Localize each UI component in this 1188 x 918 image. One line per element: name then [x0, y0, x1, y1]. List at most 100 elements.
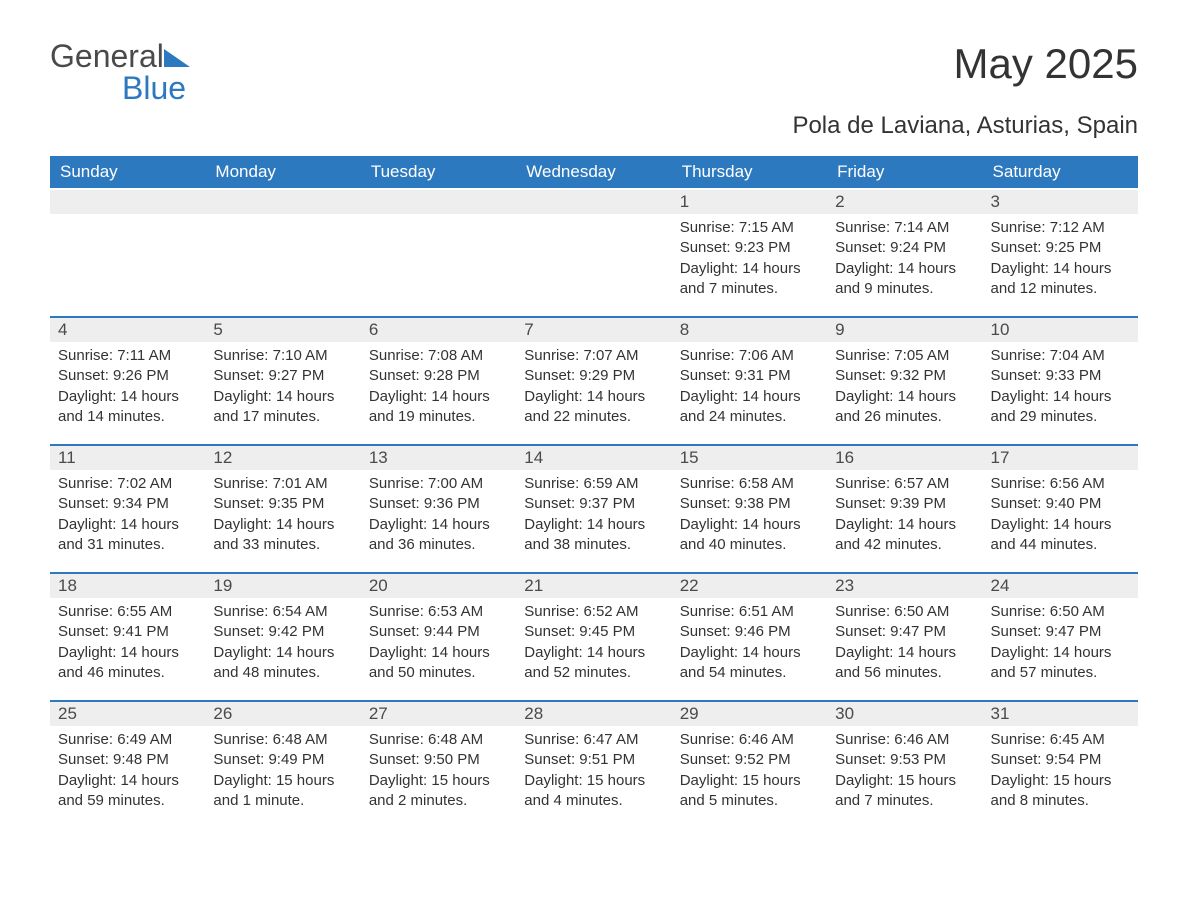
sunset-line: Sunset: 9:33 PM — [991, 366, 1130, 386]
daylight-line: Daylight: 14 hours and 9 minutes. — [835, 259, 974, 300]
day-number: 14 — [516, 444, 671, 470]
calendar-table: SundayMondayTuesdayWednesdayThursdayFrid… — [50, 156, 1138, 828]
sunrise-line: Sunrise: 7:04 AM — [991, 346, 1130, 366]
day-details: Sunrise: 7:01 AMSunset: 9:35 PMDaylight:… — [205, 470, 360, 559]
calendar-day-cell: 23Sunrise: 6:50 AMSunset: 9:47 PMDayligh… — [827, 572, 982, 700]
sunset-line: Sunset: 9:47 PM — [835, 622, 974, 642]
day-number: 15 — [672, 444, 827, 470]
calendar-week-row: 1Sunrise: 7:15 AMSunset: 9:23 PMDaylight… — [50, 188, 1138, 316]
page-title: May 2025 — [954, 40, 1138, 88]
day-details: Sunrise: 6:59 AMSunset: 9:37 PMDaylight:… — [516, 470, 671, 559]
calendar-day-cell: 19Sunrise: 6:54 AMSunset: 9:42 PMDayligh… — [205, 572, 360, 700]
calendar-day-cell: 16Sunrise: 6:57 AMSunset: 9:39 PMDayligh… — [827, 444, 982, 572]
day-details: Sunrise: 6:55 AMSunset: 9:41 PMDaylight:… — [50, 598, 205, 687]
day-number: 1 — [672, 188, 827, 214]
sunset-line: Sunset: 9:38 PM — [680, 494, 819, 514]
day-details: Sunrise: 7:06 AMSunset: 9:31 PMDaylight:… — [672, 342, 827, 431]
sunset-line: Sunset: 9:46 PM — [680, 622, 819, 642]
sunset-line: Sunset: 9:26 PM — [58, 366, 197, 386]
calendar-body: 1Sunrise: 7:15 AMSunset: 9:23 PMDaylight… — [50, 188, 1138, 828]
weekday-header: Tuesday — [361, 156, 516, 188]
daylight-line: Daylight: 14 hours and 50 minutes. — [369, 643, 508, 684]
calendar-week-row: 18Sunrise: 6:55 AMSunset: 9:41 PMDayligh… — [50, 572, 1138, 700]
day-details: Sunrise: 7:10 AMSunset: 9:27 PMDaylight:… — [205, 342, 360, 431]
sunset-line: Sunset: 9:36 PM — [369, 494, 508, 514]
day-number: 25 — [50, 700, 205, 726]
calendar-day-cell: 11Sunrise: 7:02 AMSunset: 9:34 PMDayligh… — [50, 444, 205, 572]
sunrise-line: Sunrise: 7:01 AM — [213, 474, 352, 494]
day-details: Sunrise: 6:49 AMSunset: 9:48 PMDaylight:… — [50, 726, 205, 815]
daylight-line: Daylight: 14 hours and 14 minutes. — [58, 387, 197, 428]
location-subtitle: Pola de Laviana, Asturias, Spain — [50, 112, 1138, 140]
calendar-day-cell: 27Sunrise: 6:48 AMSunset: 9:50 PMDayligh… — [361, 700, 516, 828]
sunrise-line: Sunrise: 6:56 AM — [991, 474, 1130, 494]
sunset-line: Sunset: 9:44 PM — [369, 622, 508, 642]
day-number-bar — [516, 188, 671, 214]
calendar-day-cell: 25Sunrise: 6:49 AMSunset: 9:48 PMDayligh… — [50, 700, 205, 828]
daylight-line: Daylight: 15 hours and 5 minutes. — [680, 771, 819, 812]
calendar-day-cell: 29Sunrise: 6:46 AMSunset: 9:52 PMDayligh… — [672, 700, 827, 828]
day-number: 17 — [983, 444, 1138, 470]
sunset-line: Sunset: 9:27 PM — [213, 366, 352, 386]
day-number: 3 — [983, 188, 1138, 214]
day-number: 20 — [361, 572, 516, 598]
daylight-line: Daylight: 14 hours and 52 minutes. — [524, 643, 663, 684]
daylight-line: Daylight: 14 hours and 33 minutes. — [213, 515, 352, 556]
daylight-line: Daylight: 14 hours and 54 minutes. — [680, 643, 819, 684]
day-number: 10 — [983, 316, 1138, 342]
day-number-bar — [50, 188, 205, 214]
daylight-line: Daylight: 15 hours and 1 minute. — [213, 771, 352, 812]
day-details: Sunrise: 6:56 AMSunset: 9:40 PMDaylight:… — [983, 470, 1138, 559]
day-number: 21 — [516, 572, 671, 598]
sunrise-line: Sunrise: 7:02 AM — [58, 474, 197, 494]
daylight-line: Daylight: 14 hours and 59 minutes. — [58, 771, 197, 812]
daylight-line: Daylight: 15 hours and 7 minutes. — [835, 771, 974, 812]
daylight-line: Daylight: 14 hours and 31 minutes. — [58, 515, 197, 556]
day-details: Sunrise: 6:54 AMSunset: 9:42 PMDaylight:… — [205, 598, 360, 687]
day-details: Sunrise: 6:47 AMSunset: 9:51 PMDaylight:… — [516, 726, 671, 815]
weekday-header-row: SundayMondayTuesdayWednesdayThursdayFrid… — [50, 156, 1138, 188]
daylight-line: Daylight: 15 hours and 2 minutes. — [369, 771, 508, 812]
weekday-header: Saturday — [983, 156, 1138, 188]
sunrise-line: Sunrise: 6:47 AM — [524, 730, 663, 750]
calendar-day-cell: 3Sunrise: 7:12 AMSunset: 9:25 PMDaylight… — [983, 188, 1138, 316]
sunset-line: Sunset: 9:32 PM — [835, 366, 974, 386]
sunrise-line: Sunrise: 6:49 AM — [58, 730, 197, 750]
sunrise-line: Sunrise: 6:51 AM — [680, 602, 819, 622]
daylight-line: Daylight: 14 hours and 24 minutes. — [680, 387, 819, 428]
sunrise-line: Sunrise: 6:53 AM — [369, 602, 508, 622]
day-details: Sunrise: 6:53 AMSunset: 9:44 PMDaylight:… — [361, 598, 516, 687]
calendar-day-cell: 13Sunrise: 7:00 AMSunset: 9:36 PMDayligh… — [361, 444, 516, 572]
day-details: Sunrise: 7:12 AMSunset: 9:25 PMDaylight:… — [983, 214, 1138, 303]
calendar-day-cell: 18Sunrise: 6:55 AMSunset: 9:41 PMDayligh… — [50, 572, 205, 700]
sunrise-line: Sunrise: 6:48 AM — [369, 730, 508, 750]
sunrise-line: Sunrise: 7:11 AM — [58, 346, 197, 366]
day-number: 24 — [983, 572, 1138, 598]
calendar-day-cell: 4Sunrise: 7:11 AMSunset: 9:26 PMDaylight… — [50, 316, 205, 444]
calendar-week-row: 25Sunrise: 6:49 AMSunset: 9:48 PMDayligh… — [50, 700, 1138, 828]
daylight-line: Daylight: 14 hours and 22 minutes. — [524, 387, 663, 428]
day-number: 13 — [361, 444, 516, 470]
sunrise-line: Sunrise: 6:46 AM — [835, 730, 974, 750]
weekday-header: Thursday — [672, 156, 827, 188]
daylight-line: Daylight: 14 hours and 12 minutes. — [991, 259, 1130, 300]
daylight-line: Daylight: 14 hours and 48 minutes. — [213, 643, 352, 684]
sunrise-line: Sunrise: 6:52 AM — [524, 602, 663, 622]
day-number: 26 — [205, 700, 360, 726]
sunrise-line: Sunrise: 7:14 AM — [835, 218, 974, 238]
day-number: 16 — [827, 444, 982, 470]
day-details: Sunrise: 6:57 AMSunset: 9:39 PMDaylight:… — [827, 470, 982, 559]
day-details: Sunrise: 7:14 AMSunset: 9:24 PMDaylight:… — [827, 214, 982, 303]
sunrise-line: Sunrise: 6:46 AM — [680, 730, 819, 750]
daylight-line: Daylight: 14 hours and 56 minutes. — [835, 643, 974, 684]
weekday-header: Sunday — [50, 156, 205, 188]
daylight-line: Daylight: 14 hours and 40 minutes. — [680, 515, 819, 556]
sunrise-line: Sunrise: 7:05 AM — [835, 346, 974, 366]
sunrise-line: Sunrise: 7:10 AM — [213, 346, 352, 366]
day-details: Sunrise: 6:51 AMSunset: 9:46 PMDaylight:… — [672, 598, 827, 687]
sunrise-line: Sunrise: 6:54 AM — [213, 602, 352, 622]
day-number: 5 — [205, 316, 360, 342]
weekday-header: Friday — [827, 156, 982, 188]
day-details: Sunrise: 6:48 AMSunset: 9:49 PMDaylight:… — [205, 726, 360, 815]
daylight-line: Daylight: 14 hours and 57 minutes. — [991, 643, 1130, 684]
